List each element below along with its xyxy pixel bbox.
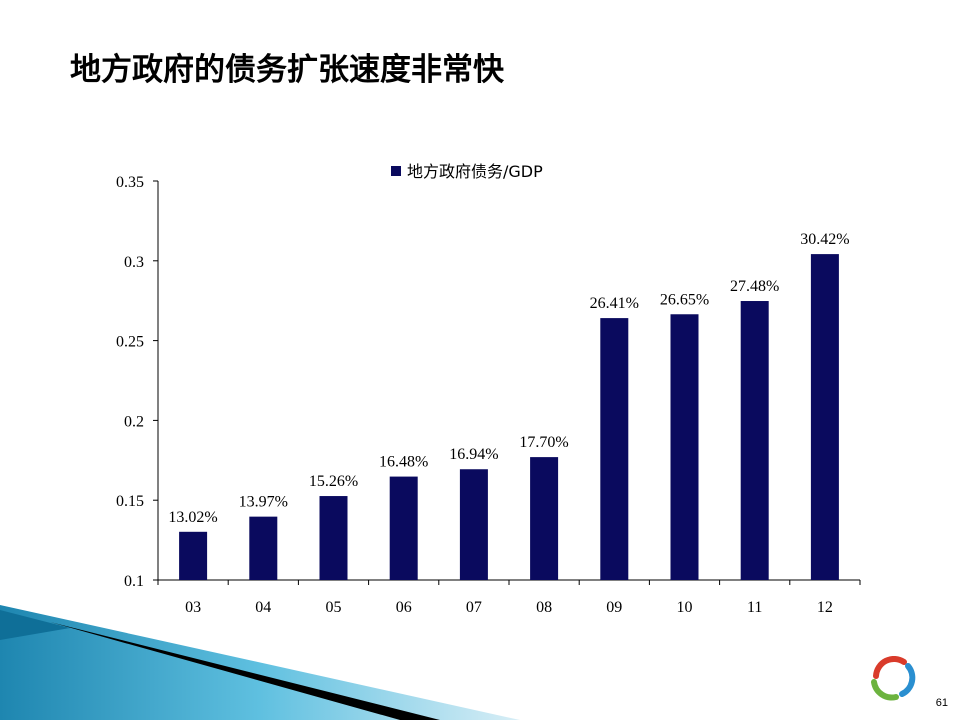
bar bbox=[810, 254, 839, 580]
slide-title: 地方政府的债务扩张速度非常快 bbox=[70, 52, 504, 88]
x-tick-label: 10 bbox=[677, 599, 693, 616]
y-tick-label: 0.15 bbox=[116, 493, 144, 510]
legend: 地方政府债务/GDP bbox=[391, 162, 543, 181]
bar bbox=[249, 516, 278, 580]
legend-label: 地方政府债务/GDP bbox=[407, 162, 543, 181]
bar bbox=[389, 476, 418, 580]
data-label: 30.42% bbox=[800, 231, 849, 248]
data-label: 27.48% bbox=[730, 278, 779, 295]
x-tick-label: 09 bbox=[606, 599, 622, 616]
x-tick-label: 04 bbox=[255, 599, 271, 616]
page-number: 61 bbox=[935, 697, 948, 709]
y-tick-label: 0.3 bbox=[124, 254, 144, 271]
legend-swatch bbox=[391, 166, 401, 176]
company-logo-icon bbox=[871, 656, 916, 701]
bars bbox=[179, 254, 839, 580]
x-tick-label: 06 bbox=[396, 599, 412, 616]
data-label: 26.65% bbox=[660, 291, 709, 308]
bar bbox=[179, 531, 208, 580]
bar bbox=[670, 314, 699, 580]
y-tick-label: 0.1 bbox=[124, 573, 144, 590]
y-tick-label: 0.35 bbox=[116, 174, 144, 191]
data-label: 26.41% bbox=[590, 295, 639, 312]
axes: 0.1 0.15 0.2 0.25 0.3 0.35 03 04 05 06 07 08 09 10 11 1… bbox=[116, 174, 861, 616]
x-tick-label: 08 bbox=[536, 599, 552, 616]
data-label: 13.02% bbox=[168, 509, 217, 526]
y-tick-label: 0.25 bbox=[116, 334, 144, 351]
data-label: 17.70% bbox=[519, 434, 568, 451]
data-labels: 13.02% 13.97% 15.26% 16.48% 16.94% 17.70% 26.4… bbox=[168, 231, 849, 526]
data-label: 13.97% bbox=[239, 494, 288, 511]
x-tick-label: 07 bbox=[466, 599, 482, 616]
bar bbox=[600, 318, 629, 580]
x-tick-label: 03 bbox=[185, 599, 201, 616]
bar bbox=[459, 469, 488, 580]
x-tick-label: 05 bbox=[326, 599, 342, 616]
x-tick-label: 12 bbox=[817, 599, 833, 616]
data-label: 16.48% bbox=[379, 454, 428, 471]
bar bbox=[740, 301, 769, 580]
data-label: 16.94% bbox=[449, 446, 498, 463]
y-tick-label: 0.2 bbox=[124, 413, 144, 430]
bar bbox=[530, 457, 559, 580]
x-tick-label: 11 bbox=[747, 599, 762, 616]
data-label: 15.26% bbox=[309, 473, 358, 490]
bar bbox=[319, 496, 348, 580]
